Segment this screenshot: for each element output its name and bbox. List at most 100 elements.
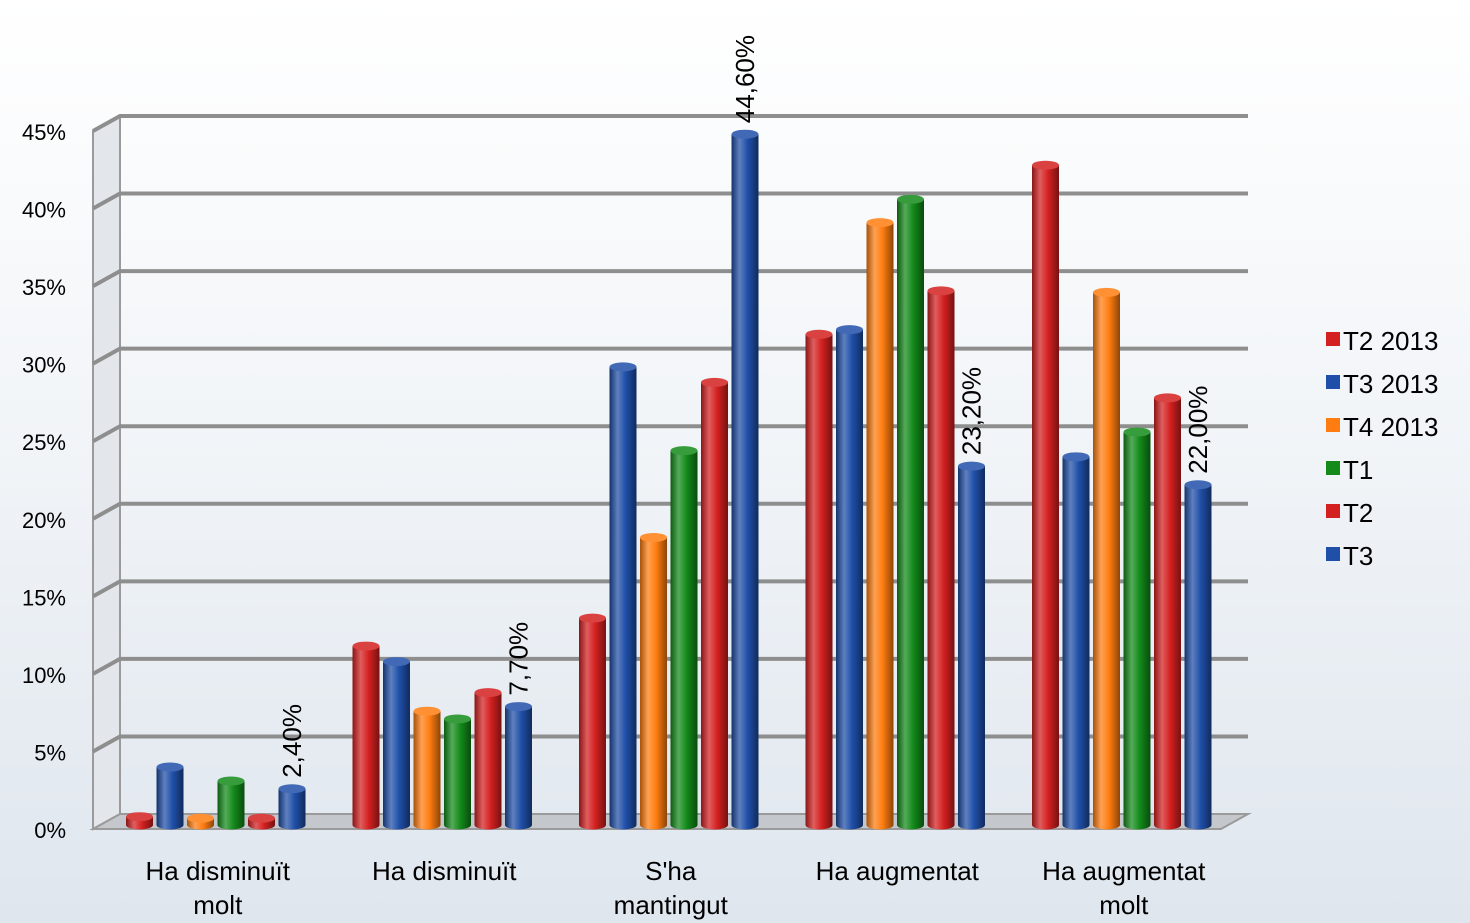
side-wall [92, 114, 121, 831]
bar [836, 325, 863, 830]
gridline [92, 114, 1248, 133]
legend-swatch [1326, 504, 1340, 518]
bar-cap [731, 129, 759, 139]
bar-cap [836, 325, 863, 335]
legend-item: T2 [1326, 498, 1373, 528]
x-category-label: Ha augmentat [816, 856, 980, 886]
legend-swatch [1326, 461, 1340, 475]
y-tick-label: 30% [22, 353, 66, 378]
bar-body [156, 767, 184, 830]
y-tick-label: 10% [22, 663, 66, 688]
bar [383, 657, 410, 830]
bar [927, 286, 955, 830]
legend-label: T4 2013 [1343, 412, 1438, 442]
bar-cap [505, 702, 532, 712]
bar-body [383, 661, 410, 830]
legend-item: T4 2013 [1326, 412, 1438, 442]
bar [1154, 393, 1181, 830]
bar-cap [927, 286, 955, 296]
bar-body [805, 334, 833, 830]
bar [444, 714, 471, 830]
legend-item: T3 [1326, 541, 1373, 571]
bar [701, 377, 728, 830]
bar-cap [609, 362, 637, 372]
bar-cap [383, 657, 410, 667]
bar-cap [217, 776, 245, 786]
x-category-label: Ha disminuït [372, 856, 517, 886]
x-category-label: molt [193, 890, 243, 920]
data-label: 44,60% [730, 35, 760, 123]
bar [126, 812, 153, 830]
bar-body [444, 718, 471, 830]
bar-cap [1123, 427, 1151, 437]
legend-swatch [1326, 332, 1340, 346]
legend-swatch [1326, 375, 1340, 389]
bar-cap [413, 706, 441, 716]
legend-swatch [1326, 418, 1340, 432]
x-axis-categories: Ha disminuït molt Ha disminuït S'ha mantingu… [146, 856, 1207, 920]
x-category-label: S'ha [645, 856, 697, 886]
legend-item: T3 2013 [1326, 369, 1438, 399]
bar-cap [1062, 452, 1090, 462]
bar [1062, 452, 1090, 830]
y-tick-label: 15% [22, 585, 66, 610]
data-label: 2,40% [277, 704, 307, 778]
bar-cap [866, 218, 894, 228]
data-label: 7,70% [504, 622, 534, 696]
x-category-label: Ha disminuït [146, 856, 291, 886]
bar [217, 776, 245, 830]
bar-cap [579, 613, 606, 623]
bar-cap [444, 714, 471, 724]
bar-cap [805, 329, 833, 339]
legend: T2 2013 T3 2013 T4 2013 T1 T2 T3 [1326, 326, 1438, 571]
gridline [92, 269, 1248, 288]
y-tick-label: 40% [22, 198, 66, 223]
gridline [92, 191, 1248, 211]
legend-swatch [1326, 547, 1340, 561]
bar [670, 446, 698, 830]
bar [731, 129, 759, 830]
legend-item: T1 [1326, 455, 1373, 485]
bar [248, 813, 275, 830]
y-tick-label: 5% [34, 740, 66, 765]
y-tick-label: 0% [34, 818, 66, 843]
bar [474, 688, 502, 830]
bar-cap [1093, 287, 1120, 297]
bar-cap [897, 194, 924, 204]
bar-body [640, 537, 667, 830]
data-labels: 2,40% 7,70% 44,60% 23,20% 22,00% [277, 35, 1213, 778]
bar-cap [187, 813, 214, 823]
bar-body [413, 711, 441, 830]
bar-cap [248, 813, 275, 823]
bar-cap [126, 812, 153, 822]
gridline [92, 424, 1248, 443]
bar-cap [278, 784, 306, 794]
bar-body [474, 692, 502, 830]
bar [609, 362, 637, 830]
bar-body [579, 618, 606, 830]
bar-body [958, 466, 985, 830]
bar-body [1154, 397, 1181, 830]
y-tick-label: 35% [22, 275, 66, 300]
bar [958, 461, 985, 830]
bar-cap [474, 688, 502, 698]
bar-cap [1032, 160, 1059, 170]
bar-body [866, 222, 894, 830]
bar-cap [670, 446, 698, 456]
bar-cap [352, 641, 380, 651]
bars [126, 129, 1212, 830]
bar [897, 194, 924, 830]
bar [352, 641, 380, 830]
bar-body [670, 450, 698, 830]
bar-body [731, 134, 759, 830]
bar [805, 329, 833, 830]
gridline [92, 346, 1248, 366]
data-label: 23,20% [957, 367, 987, 455]
bar-body [278, 788, 306, 830]
bar-body [1184, 484, 1212, 830]
bar-cap [701, 377, 728, 387]
legend-label: T3 [1343, 541, 1373, 571]
bar-body [1093, 292, 1120, 830]
bar [1093, 287, 1120, 830]
